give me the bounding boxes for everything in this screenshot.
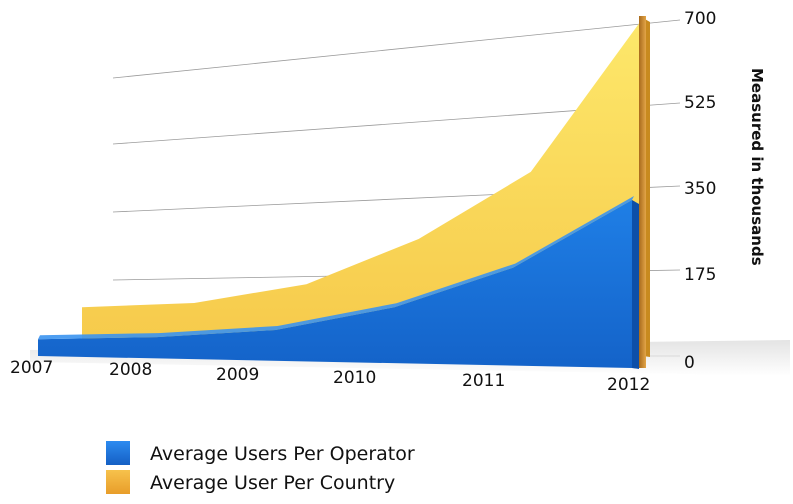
x-tick-label: 2009: [216, 365, 259, 385]
y-tick-label: 0: [684, 353, 695, 373]
series-area: [38, 200, 632, 368]
grid-line: [112, 19, 681, 79]
y-tick-label: 350: [684, 179, 716, 199]
x-tick-label: 2008: [109, 360, 152, 380]
x-tick-labels: 2007 2008 2009 2010 2011 2012: [10, 358, 650, 395]
series-area-edge: [632, 200, 639, 369]
legend-label: Average Users Per Operator: [150, 443, 415, 465]
legend-swatch: [106, 441, 130, 465]
legend: Average Users Per Operator Average User P…: [106, 441, 415, 494]
y-tick-label: 525: [684, 93, 716, 113]
x-tick-label: 2011: [462, 371, 505, 391]
series-areas: [38, 18, 650, 369]
legend-label: Average User Per Country: [150, 472, 395, 494]
y-axis-post: [639, 16, 646, 368]
y-tick-labels: 0 175 350 525 700: [684, 9, 716, 373]
legend-swatch: [106, 470, 130, 494]
x-tick-label: 2010: [333, 368, 376, 388]
y-tick-label: 175: [684, 265, 716, 285]
y-axis-label: Measured in thousands: [748, 68, 766, 266]
y-tick-label: 700: [684, 9, 716, 29]
x-tick-label: 2012: [607, 375, 650, 395]
x-tick-label: 2007: [10, 358, 53, 378]
